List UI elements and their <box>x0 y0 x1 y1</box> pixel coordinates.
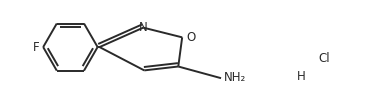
Text: N: N <box>139 21 148 34</box>
Text: Cl: Cl <box>318 52 330 65</box>
Text: H: H <box>297 70 306 83</box>
Text: O: O <box>186 31 195 44</box>
Text: F: F <box>33 41 39 54</box>
Text: NH₂: NH₂ <box>224 71 246 84</box>
